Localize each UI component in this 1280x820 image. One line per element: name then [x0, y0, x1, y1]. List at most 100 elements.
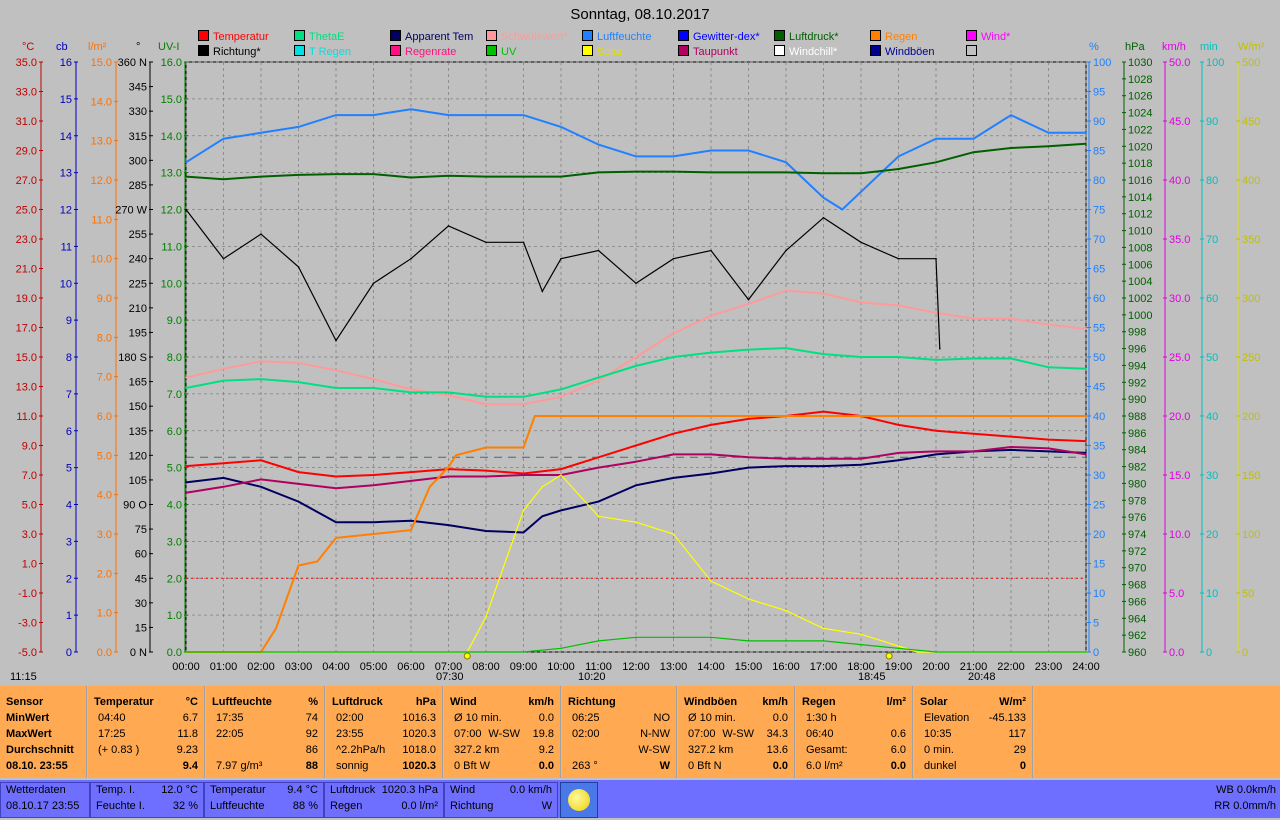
hour-tick-label: 17:00 — [810, 661, 838, 673]
legend-swatch — [966, 30, 977, 41]
data-point — [785, 249, 787, 252]
data-point — [455, 454, 457, 457]
footer-wind-value: 0.0 km/h — [509, 784, 552, 796]
data-point — [372, 521, 375, 523]
hpa-tick-label: 1000 — [1128, 310, 1152, 322]
data-point — [972, 317, 975, 320]
data-point — [935, 453, 937, 456]
deg-tick-label: 255 — [129, 229, 147, 241]
data-point — [710, 580, 712, 582]
legend-item: Schwülewert* — [486, 30, 568, 43]
deg-tick-label: 120 — [129, 450, 147, 462]
legend-swatch — [774, 30, 785, 41]
uv-tick-label: 9.0 — [167, 315, 182, 327]
legend-swatch — [678, 45, 689, 56]
footer-wd-time: 08.10.17 23:55 — [6, 800, 80, 812]
data-point — [785, 465, 787, 467]
data-point — [560, 126, 562, 128]
footer-hum-value: 88 % — [292, 800, 318, 812]
legend-swatch — [294, 45, 305, 56]
stat-dir: N-NW — [640, 728, 670, 740]
stat-rain: Gesamt: — [806, 744, 848, 756]
hour-tick-label: 12:00 — [622, 661, 650, 673]
deg-tick-label: 270 W — [115, 205, 147, 217]
hpa-tick-label: 1010 — [1128, 226, 1152, 238]
data-point — [447, 114, 450, 116]
stat-solar: Elevation — [924, 712, 970, 724]
hour-tick-label: 18:00 — [847, 661, 875, 673]
stat-gust: 0.0 — [772, 760, 788, 772]
data-point — [785, 609, 787, 612]
footer-hum-label: Luftfeuchte — [210, 800, 265, 812]
legend-item: Windböen — [870, 45, 935, 58]
data-point — [710, 314, 712, 317]
temp-tick-label: 19.0 — [16, 293, 37, 305]
data-point — [822, 292, 825, 295]
legend-item: Luftdruck* — [774, 30, 839, 43]
legend-swatch — [870, 45, 881, 56]
uv-tick-label: 10.0 — [161, 278, 182, 290]
footer-press-label: Luftdruck — [330, 784, 376, 796]
data-point — [485, 530, 487, 532]
data-point — [222, 462, 225, 465]
data-point — [335, 537, 337, 539]
data-point — [916, 651, 919, 653]
data-point — [260, 486, 262, 488]
wm2-tick-label: 300 — [1242, 293, 1260, 305]
cb-tick-label: 16 — [60, 57, 72, 69]
hum-tick-label: 45 — [1093, 382, 1105, 394]
stat-hum: 7.97 g/m³ — [216, 760, 263, 772]
data-point — [560, 509, 562, 512]
cb-tick-label: 8 — [66, 352, 72, 364]
kmh-tick-label: 35.0 — [1169, 234, 1190, 246]
rain-tick-label: 3.0 — [97, 529, 112, 541]
stat-dir: 02:00 — [572, 728, 600, 740]
data-point — [635, 460, 637, 463]
data-point — [222, 477, 225, 479]
hum-tick-label: 40 — [1093, 411, 1105, 423]
data-point — [597, 500, 600, 503]
kmh-tick-label: 45.0 — [1169, 116, 1190, 128]
hpa-tick-label: 978 — [1128, 495, 1146, 507]
wm2-tick-label: 250 — [1242, 352, 1260, 364]
data-point — [1010, 114, 1012, 116]
data-point — [372, 378, 375, 380]
deg-tick-label: 360 N — [118, 57, 147, 69]
data-point — [522, 396, 525, 398]
stats-panel-temp: Temperatur °C 04:40 6.7 17:25 11.8 (+ 0.83 ) 9.… — [88, 686, 205, 778]
stats-panel-dir: Richtung 06:25 NO 02:00 N-NW W-SW 263 ° W — [562, 686, 677, 778]
data-point — [785, 171, 787, 174]
data-point — [841, 208, 844, 211]
stat-press: 02:00 — [336, 712, 364, 724]
stat-gust: 0 Bft N — [688, 760, 722, 772]
uv-tick-label: 0.0 — [167, 647, 182, 659]
data-point — [897, 647, 900, 650]
uv-tick-label: 6.0 — [167, 426, 182, 438]
data-point — [260, 132, 262, 134]
stat-press: 1016.3 — [402, 712, 436, 724]
data-point — [822, 410, 825, 413]
data-point — [635, 282, 637, 285]
hpa-tick-label: 968 — [1128, 580, 1146, 592]
data-point — [935, 450, 937, 453]
data-point — [185, 175, 187, 178]
legend-item: Taupunkt — [678, 45, 738, 58]
hour-tick-label: 10:00 — [547, 661, 575, 673]
hour-tick-label: 24:00 — [1072, 661, 1100, 673]
cb-tick-label: 2 — [66, 573, 72, 585]
data-point — [635, 155, 637, 158]
legend-swatch — [582, 45, 593, 56]
data-point — [710, 636, 712, 639]
kmh-tick-label: 0.0 — [1169, 647, 1184, 659]
footer-press-value: 1020.3 hPa — [381, 784, 438, 796]
deg-tick-label: 210 — [129, 303, 147, 315]
data-point — [897, 356, 900, 358]
stat-press: Luftdruck — [332, 696, 383, 708]
stat-temp: °C — [185, 696, 198, 708]
hour-tick-label: 03:00 — [285, 661, 313, 673]
series-line-solar — [186, 474, 1086, 653]
stat-sensor: MaxWert — [6, 728, 52, 740]
hour-tick-label: 04:00 — [322, 661, 350, 673]
data-point — [597, 249, 600, 252]
data-point — [1047, 438, 1050, 441]
